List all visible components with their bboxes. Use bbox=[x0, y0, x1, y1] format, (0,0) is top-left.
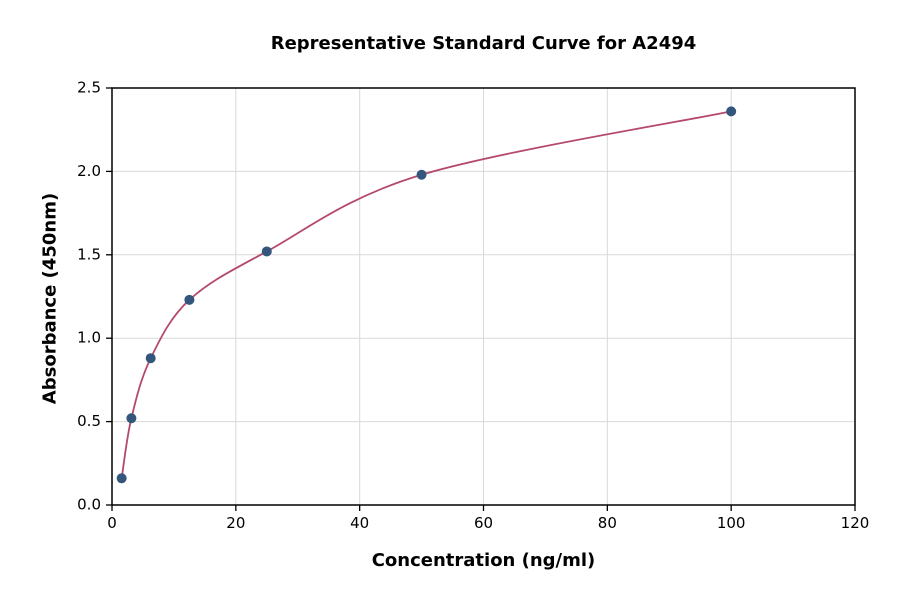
data-point bbox=[416, 169, 427, 180]
x-tick-label: 40 bbox=[350, 514, 369, 532]
x-tick-label: 60 bbox=[474, 514, 493, 532]
y-tick-label: 0.5 bbox=[77, 412, 101, 430]
data-point bbox=[116, 473, 127, 484]
y-tick-label: 1.0 bbox=[77, 329, 101, 347]
y-tick-label: 0.0 bbox=[77, 496, 101, 514]
chart-title: Representative Standard Curve for A2494 bbox=[270, 33, 697, 54]
y-tick-label: 1.5 bbox=[77, 245, 101, 263]
x-tick-label: 20 bbox=[226, 514, 245, 532]
y-tick-label: 2.0 bbox=[77, 162, 101, 180]
data-point bbox=[726, 106, 737, 117]
y-tick-label: 2.5 bbox=[77, 79, 101, 97]
plot-frame bbox=[111, 87, 856, 506]
x-tick-label: 80 bbox=[598, 514, 617, 532]
x-tick-label: 120 bbox=[841, 514, 870, 532]
x-tick-label: 100 bbox=[717, 514, 746, 532]
x-tick-label: 0 bbox=[107, 514, 117, 532]
x-axis-label: Concentration (ng/ml) bbox=[371, 550, 596, 571]
y-axis-label: Absorbance (450nm) bbox=[39, 192, 61, 405]
data-point bbox=[145, 353, 156, 364]
data-point bbox=[184, 294, 195, 305]
data-point bbox=[261, 246, 272, 257]
data-point bbox=[126, 413, 137, 424]
standard-curve-line bbox=[120, 110, 732, 479]
